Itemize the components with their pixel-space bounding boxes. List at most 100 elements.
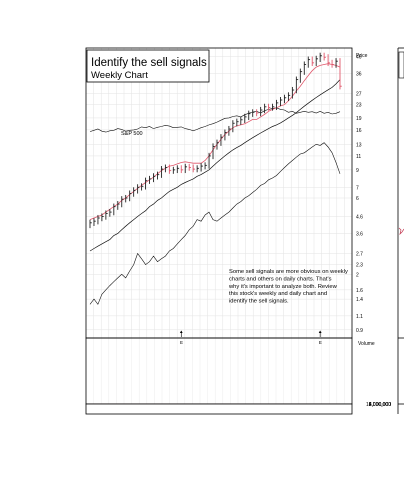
annotation-line: identify the sell signals. — [229, 299, 289, 305]
price-bar — [220, 134, 223, 146]
price-bar — [236, 118, 239, 127]
price-bar — [109, 209, 112, 217]
volume-tick-label: 8,000,000 — [369, 402, 391, 408]
price-tick-label: 11 — [356, 154, 361, 160]
price-bar — [339, 58, 342, 90]
price-bar — [196, 165, 199, 173]
price-tick-label: 27 — [356, 92, 362, 98]
price-bar — [335, 58, 338, 68]
earnings-marker-label: E — [180, 340, 183, 345]
relative-strength-line — [89, 142, 341, 305]
price-bar — [160, 166, 164, 178]
price-tick-label: 2.3 — [356, 263, 363, 269]
price-bar — [176, 165, 180, 174]
price-bar — [172, 166, 176, 174]
adjacent-panel-edge — [397, 47, 404, 414]
price-bar — [244, 113, 247, 123]
moving-average-layer — [89, 63, 341, 252]
price-bar — [323, 52, 326, 61]
price-tick-label: 46 — [356, 55, 362, 61]
price-tick-label: 36 — [356, 72, 362, 78]
annotation-line: charts and others on daily charts. That'… — [229, 276, 332, 282]
price-bar — [268, 103, 271, 111]
price-bar — [200, 163, 203, 172]
price-tick-label: 23 — [356, 103, 362, 109]
chart-title: Identify the sell signals — [91, 57, 207, 69]
price-tick-label: 9 — [356, 168, 359, 174]
price-bar — [260, 106, 263, 117]
price-tick-label: 6 — [356, 196, 359, 202]
price-tick-label: 1.6 — [356, 288, 363, 294]
price-bar — [184, 163, 188, 174]
price-bar — [224, 129, 227, 141]
earnings-marker-arrow — [318, 330, 322, 333]
price-tick-label: 7 — [356, 185, 359, 191]
price-bars-layer — [89, 52, 342, 229]
price-bar — [188, 163, 192, 171]
price-bar — [164, 164, 168, 173]
annotation-line: this stock's weekly and daily chart and — [229, 291, 327, 297]
price-axis-label: Price — [356, 53, 368, 59]
price-bar — [212, 143, 215, 160]
moving-average-short-line — [89, 63, 341, 220]
earnings-marker-label: E — [319, 340, 322, 345]
price-bar — [327, 54, 330, 67]
price-bar — [228, 125, 231, 136]
price-bar — [129, 190, 132, 202]
annotation-line: why it's important to analyze both. Revi… — [228, 284, 338, 290]
price-bar — [291, 86, 295, 99]
axis-layer: 46 36 27 23 19 16 13 11 9 7 6 4.6 3.6 2.7 2.3 2 1.6 1.4 1.… — [88, 55, 391, 414]
price-bar — [180, 165, 184, 174]
price-bar — [168, 164, 172, 174]
price-bar — [204, 162, 207, 170]
price-tick-label: 2.7 — [356, 252, 363, 258]
price-bar — [331, 59, 334, 68]
volume-axis-label: Volume — [358, 341, 375, 347]
price-bar — [145, 177, 148, 190]
price-tick-label: 13 — [356, 142, 362, 148]
sp500-label: S&P 500 — [121, 131, 143, 137]
price-bar — [101, 213, 104, 222]
price-tick-label: 1.1 — [356, 314, 363, 320]
volume-tick-label: 4,000,000 — [369, 402, 391, 408]
price-tick-label: 16 — [356, 128, 362, 134]
price-tick-label: 0.9 — [356, 328, 363, 334]
price-bar — [264, 103, 267, 114]
price-bar — [315, 55, 318, 67]
price-bar — [299, 68, 303, 83]
price-bar — [256, 109, 259, 117]
price-bar — [295, 76, 299, 94]
price-bar — [97, 214, 100, 225]
price-bar — [276, 99, 279, 111]
price-bar — [153, 173, 156, 183]
volume-tick-label: 16,000,000 — [366, 402, 391, 408]
sp500-layer — [89, 107, 341, 133]
price-bar — [272, 103, 275, 111]
chart-subtitle: Weekly Chart — [91, 70, 148, 81]
price-bar — [121, 196, 124, 208]
price-tick-label: 3.6 — [356, 232, 363, 238]
price-tick-label: 1.4 — [356, 297, 363, 303]
price-bar — [105, 210, 108, 220]
price-bar — [208, 152, 211, 169]
price-bar — [248, 110, 251, 121]
price-bar — [89, 219, 92, 229]
price-bar — [216, 139, 219, 150]
price-bar — [137, 184, 140, 194]
price-bar — [280, 96, 283, 107]
grid — [86, 48, 352, 405]
price-bar — [141, 183, 144, 191]
moving-average-long-line — [89, 79, 341, 252]
price-bar — [307, 56, 311, 68]
sp500-line — [89, 107, 341, 133]
relative-strength-layer — [89, 142, 341, 305]
volume-panel-frame — [85, 337, 353, 405]
price-tick-label: 19 — [356, 116, 362, 122]
price-bar — [283, 94, 287, 104]
price-bar — [125, 194, 128, 203]
price-bar — [149, 175, 152, 184]
price-bar — [117, 201, 120, 210]
volume-tick-label: 2,000,000 — [369, 402, 391, 408]
price-bar — [133, 187, 136, 197]
